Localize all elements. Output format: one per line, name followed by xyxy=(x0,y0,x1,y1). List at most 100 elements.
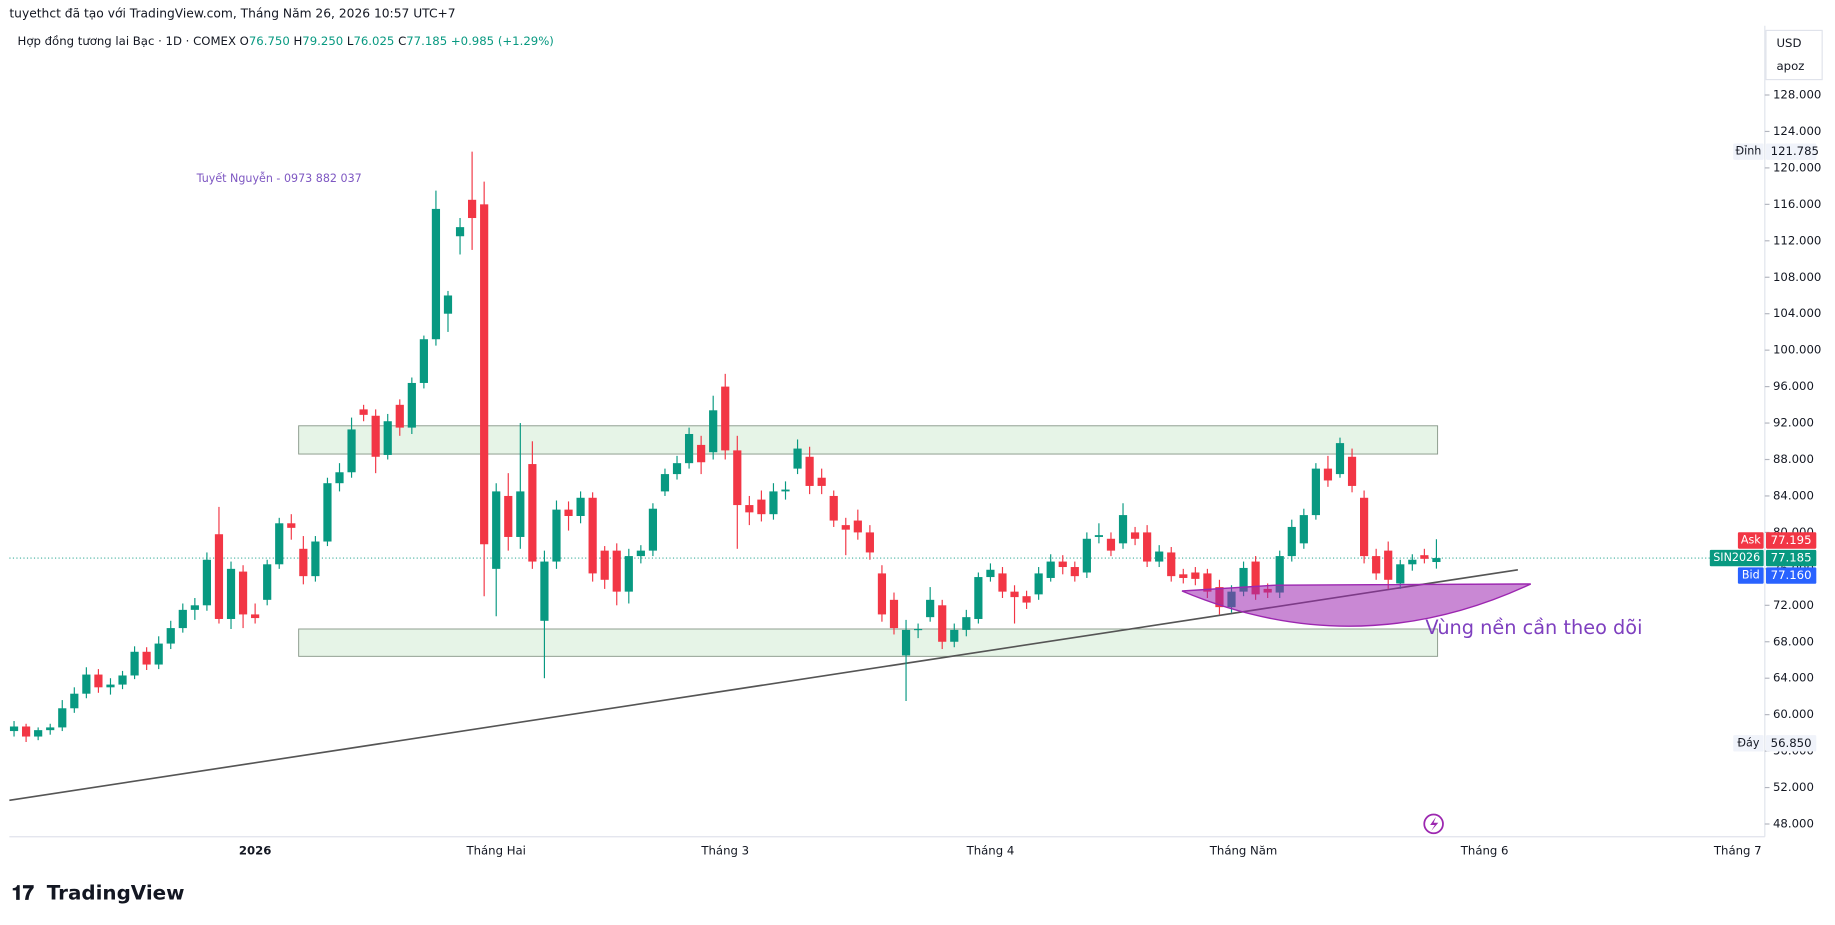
candle-body xyxy=(1311,468,1320,516)
alert-icon[interactable] xyxy=(1423,813,1444,835)
y-tick-label: 108.000 xyxy=(1773,270,1821,284)
price-label-box xyxy=(1765,549,1817,567)
base-zone-arc xyxy=(1181,583,1532,627)
y-tick-label: 52.000 xyxy=(1773,780,1814,794)
candle-body xyxy=(238,571,248,615)
price-label-box xyxy=(1765,143,1817,160)
candle-body xyxy=(672,463,682,475)
chart-layer: tuyethct đã tạo với TradingView.com, Thá… xyxy=(9,7,1823,905)
price-label-name: Ask xyxy=(1741,534,1761,547)
y-tick-label: 120.000 xyxy=(1773,160,1821,174)
candle-body xyxy=(480,204,489,545)
candle-body xyxy=(1034,573,1043,595)
candle-body xyxy=(624,556,633,592)
candle-body xyxy=(1010,591,1019,598)
candle-body xyxy=(793,448,802,469)
candle-body xyxy=(733,450,742,506)
candle-body xyxy=(636,550,645,557)
candle-body xyxy=(9,726,19,732)
candle-body xyxy=(1287,526,1296,557)
x-tick-label: Tháng Năm xyxy=(1209,843,1278,857)
candle-body xyxy=(1299,515,1308,544)
price-label: 121.785 xyxy=(1771,144,1819,158)
price-label-name-box xyxy=(1737,567,1764,584)
candle-body xyxy=(178,609,187,629)
candle-body xyxy=(395,404,404,428)
scale-mode[interactable]: apoz xyxy=(1777,59,1805,73)
x-tick-label: Tháng 7 xyxy=(1713,843,1762,857)
candle-body xyxy=(540,561,549,621)
candle-body xyxy=(287,523,296,528)
candle-body xyxy=(1384,550,1393,580)
candle-body xyxy=(1118,515,1128,544)
candle-body xyxy=(58,708,67,728)
candle-body xyxy=(1191,572,1200,579)
ohlc-key: C xyxy=(398,33,406,47)
candle-body xyxy=(214,534,224,619)
candle-body xyxy=(1082,538,1091,573)
zone xyxy=(298,425,1439,455)
x-tick-label: Tháng Hai xyxy=(465,843,525,857)
candle-body xyxy=(516,491,525,537)
candle-body xyxy=(70,693,79,709)
candle-body xyxy=(901,629,911,656)
annotation: Vùng nền cần theo dõi xyxy=(1425,616,1642,639)
candle-body xyxy=(528,464,537,562)
currency[interactable]: USD xyxy=(1777,36,1802,50)
candle-body xyxy=(1239,567,1248,592)
candle-body xyxy=(419,339,428,383)
candle-body xyxy=(1335,443,1345,475)
y-tick-label: 64.000 xyxy=(1773,671,1814,685)
candle-body xyxy=(1360,497,1369,557)
price-label-name: Đỉnh xyxy=(1736,145,1762,158)
candle-body xyxy=(1408,559,1417,565)
candle-body xyxy=(974,577,983,619)
candle-body xyxy=(431,208,441,340)
symbol: Hợp đồng tương lai Bạc · 1D · COMEX xyxy=(18,33,236,47)
candle-body xyxy=(190,605,199,610)
candle-body xyxy=(926,599,935,618)
candle-body xyxy=(359,409,368,415)
x-tick-label: 2026 xyxy=(239,843,272,857)
caption: tuyethct đã tạo với TradingView.com, Thá… xyxy=(9,7,455,21)
candle-body xyxy=(829,495,838,521)
candle-body xyxy=(154,643,163,665)
candle-body xyxy=(781,489,790,492)
currency-box[interactable] xyxy=(1765,29,1823,81)
candle-body xyxy=(986,569,995,578)
candle-body xyxy=(697,444,706,463)
candle-body xyxy=(805,456,814,486)
candle-body xyxy=(22,726,31,737)
candle-body xyxy=(757,499,766,515)
candle-body xyxy=(504,495,513,537)
candle-body xyxy=(130,651,139,676)
candle-body xyxy=(853,520,862,533)
candle-body xyxy=(1396,564,1405,584)
candle-body xyxy=(311,541,320,577)
candle-body xyxy=(648,508,658,551)
candle-body xyxy=(709,410,718,453)
candle-body xyxy=(299,548,308,577)
price-label-name-box xyxy=(1709,549,1764,567)
candle-body xyxy=(118,675,127,685)
candle-body xyxy=(1251,561,1260,595)
x-tick-label: Tháng 3 xyxy=(700,843,749,857)
candle-body xyxy=(769,491,778,515)
candle-body xyxy=(263,564,272,600)
logo: TradingView xyxy=(47,882,185,905)
candle-body xyxy=(841,525,850,530)
candle-body xyxy=(1094,535,1104,537)
y-tick-label: 124.000 xyxy=(1773,124,1821,138)
price-label: 77.160 xyxy=(1771,568,1812,582)
price-label: 56.850 xyxy=(1771,736,1812,750)
legend: Hợp đồng tương lai Bạc · 1D · COMEX O76.… xyxy=(18,33,554,47)
candle-body xyxy=(1143,532,1152,562)
price-label-name-box xyxy=(1733,735,1764,752)
candle-body xyxy=(660,474,670,492)
candle-body xyxy=(46,727,55,731)
y-tick-label: 60.000 xyxy=(1773,707,1814,721)
candle-body xyxy=(443,295,453,314)
candle-body xyxy=(1323,468,1333,481)
